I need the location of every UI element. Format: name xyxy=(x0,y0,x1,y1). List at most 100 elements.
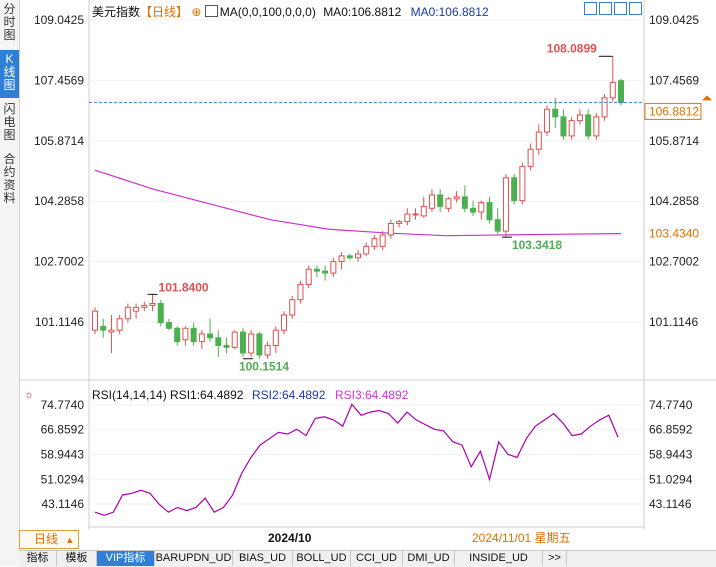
rsi-line xyxy=(94,403,619,516)
candle-up xyxy=(379,234,386,247)
candle-up xyxy=(182,327,189,341)
candle-down xyxy=(511,177,518,202)
candle-down xyxy=(256,333,263,356)
rsi-tick-left: 58.9443 xyxy=(41,448,85,462)
price-tick-right: 109.0425 xyxy=(649,13,699,27)
candle-up xyxy=(502,177,509,232)
candle-up xyxy=(445,198,452,209)
price-tick-right: 107.4569 xyxy=(649,73,699,87)
indicator-icon[interactable] xyxy=(204,5,218,17)
rsi-tick-left: 51.0294 xyxy=(41,472,85,486)
tab-flash[interactable]: 闪电图 xyxy=(3,102,16,142)
candle-up xyxy=(371,238,378,247)
rsi-line-group xyxy=(94,403,619,516)
tab-kline[interactable]: K线图 xyxy=(0,50,19,98)
candle-down xyxy=(157,303,164,324)
candle-down xyxy=(165,322,172,329)
move-icon[interactable] xyxy=(584,2,597,15)
candle-up xyxy=(305,268,312,285)
price-tick-left: 104.2858 xyxy=(34,194,84,208)
candle-up xyxy=(149,303,156,306)
candle-down xyxy=(239,331,246,354)
local-high-annotation: 101.8400 xyxy=(159,280,209,294)
tab-inside[interactable]: INSIDE_UD xyxy=(455,551,543,566)
zoom-icon[interactable] xyxy=(599,2,612,15)
candle-down xyxy=(207,333,214,339)
candle-down xyxy=(313,268,320,272)
tab-contract-info[interactable]: 合约资料 xyxy=(3,152,16,205)
candle-up xyxy=(108,329,115,333)
candle-up xyxy=(535,131,542,150)
candle-up xyxy=(428,194,435,209)
ma-line-group xyxy=(94,169,622,237)
candle-up xyxy=(198,333,205,343)
candle-up xyxy=(593,116,600,137)
tab-bias[interactable]: BIAS_UD xyxy=(233,551,293,566)
tab-barupdn[interactable]: BARUPDN_UD xyxy=(155,551,233,566)
candle-up xyxy=(264,344,271,356)
candle-down xyxy=(322,270,329,274)
month-label: 2024/10 xyxy=(268,531,312,545)
candle-up xyxy=(601,97,608,118)
price-tick-left: 105.8714 xyxy=(34,134,84,148)
candle-down xyxy=(585,114,592,137)
candle-up xyxy=(576,114,583,122)
period-tag[interactable]: 【日线】 xyxy=(140,5,189,19)
candle-up xyxy=(404,213,411,223)
candle-down xyxy=(223,344,230,348)
candle-up xyxy=(281,314,288,331)
candle-up xyxy=(519,165,526,202)
tab-dmi[interactable]: DMI_UD xyxy=(403,551,455,566)
rsi-tick-left: 66.8592 xyxy=(41,423,85,437)
tab-templates[interactable]: 模板 xyxy=(57,551,97,566)
tab-cci[interactable]: CCI_UD xyxy=(351,551,403,566)
tab-more[interactable]: >> xyxy=(543,551,567,566)
candle-up xyxy=(527,148,534,167)
rsi-settings-icon: ☼ xyxy=(24,389,34,401)
ma-params: MA(0,0,100,0,0,0) xyxy=(219,5,316,19)
left-sidebar: 分时图 K线图 闪电图 合约资料 xyxy=(0,0,20,566)
candle-up xyxy=(453,196,460,200)
candle-up xyxy=(231,331,238,348)
ma0-value-2: MA0:106.8812 xyxy=(410,5,489,19)
tab-boll[interactable]: BOLL_UD xyxy=(293,551,351,566)
candle-up xyxy=(124,306,131,320)
candle-up xyxy=(338,255,345,263)
price-tick-left: 109.0425 xyxy=(34,13,84,27)
candle-up xyxy=(92,310,98,331)
price-tick-left: 107.4569 xyxy=(34,73,84,87)
price-gridlines xyxy=(89,19,644,323)
rsi-tick-right: 51.0294 xyxy=(649,472,693,486)
candle-down xyxy=(470,207,477,213)
tab-vip-indicators[interactable]: VIP指标 xyxy=(97,551,155,566)
rsi-tick-right: 43.1146 xyxy=(649,497,692,511)
candle-down xyxy=(190,327,197,343)
period-selector[interactable]: 日线 ▲ xyxy=(19,530,79,549)
candle-down xyxy=(618,80,624,103)
scroll-up-icon xyxy=(702,95,712,101)
back-icon[interactable] xyxy=(614,2,627,15)
candle-down xyxy=(552,108,559,118)
expand-icon[interactable] xyxy=(629,2,642,15)
gear-icon[interactable]: ⊕ xyxy=(191,5,202,19)
candle-up xyxy=(420,205,427,217)
chevron-up-icon: ▲ xyxy=(65,535,75,545)
candle-down xyxy=(486,202,493,221)
price-tick-left: 101.1146 xyxy=(35,315,84,329)
candle-down xyxy=(560,116,567,137)
cursor-date-label: 2024/11/01 星期五 xyxy=(472,531,571,545)
tab-indicators[interactable]: 指标 xyxy=(19,551,57,566)
candle-down xyxy=(215,337,222,346)
price-tick-left: 102.7002 xyxy=(34,255,84,269)
header-legend: 美元指数【日线】 ⊕ MA(0,0,100,0,0,0) MA0:106.881… xyxy=(92,3,489,20)
last-price-box xyxy=(644,102,702,120)
candle-up xyxy=(297,283,304,301)
tab-timeshare[interactable]: 分时图 xyxy=(3,2,16,42)
rsi-tick-left: 74.7740 xyxy=(41,398,85,412)
candle-up xyxy=(355,253,361,259)
candle-down xyxy=(100,325,107,331)
candle-up xyxy=(478,202,485,213)
candle-up xyxy=(116,318,123,331)
candles-group xyxy=(92,55,624,360)
